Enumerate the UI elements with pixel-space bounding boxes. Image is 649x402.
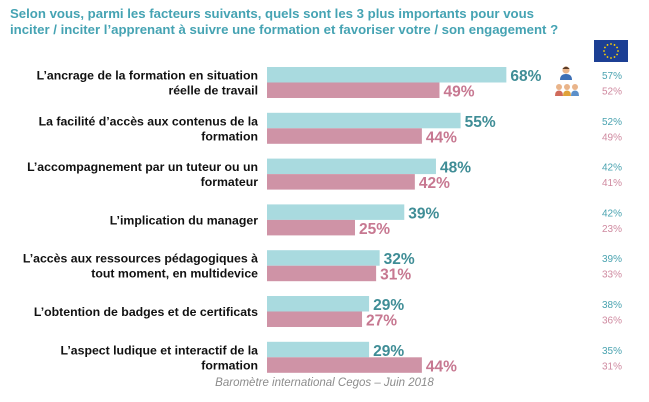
category-label: L’accompagnement par un tuteur ou un [27,160,258,174]
bar-top-series [267,67,507,83]
data-label: 32% [384,251,415,268]
europe-value: 33% [602,270,622,281]
europe-value: 35% [602,346,622,357]
eu-flag-star [610,57,612,59]
europe-value: 42% [602,208,622,219]
data-label: 39% [408,205,439,222]
data-label: 31% [380,267,411,284]
eu-flag-star [617,50,619,52]
group-icon [555,84,579,96]
eu-flag-star [610,43,612,45]
category-label: réelle de travail [168,84,258,98]
group-icon-body [571,90,579,96]
europe-value: 57% [602,71,622,82]
category-label: L’accès aux ressources pédagogiques à [23,252,258,266]
bar-top-series [267,112,461,129]
eu-flag-stars [603,43,619,59]
category-label: L’ancrage de la formation en situation [37,69,258,83]
eu-flag-star [613,56,616,58]
data-label: 49% [443,84,474,101]
eu-flag-star [604,46,606,49]
title-line-1: Selon vous, parmi les facteurs suivants,… [10,6,534,21]
eu-flag-background [594,40,628,62]
bar-bottom-series [267,174,415,190]
bar-bottom-series [267,357,422,373]
data-label: 29% [373,297,404,314]
data-label: 55% [465,114,496,131]
europe-value: 38% [602,300,622,311]
europe-value: 41% [602,178,622,189]
europe-value: 52% [602,87,622,98]
group-icon-body [555,90,563,96]
category-label: formation [201,358,258,372]
data-label: 44% [426,358,457,375]
eu-flag-star [616,46,618,49]
group-icon-head [564,84,570,90]
category-label: La facilité d’accès aux contenus de la [39,114,259,128]
data-label: 27% [366,313,397,330]
bar-bottom-series [267,265,377,282]
person-icon-body [560,74,572,80]
category-label: L’obtention de badges et de certificats [34,305,258,319]
europe-value: 52% [602,117,622,128]
category-label: formation [201,129,258,143]
person-icon [560,66,572,80]
title-line-2: inciter / inciter l’apprenant à suivre u… [10,22,559,37]
group-icon-head [556,84,562,90]
bar-top-series [267,341,370,358]
category-label: formateur [201,175,259,189]
europe-value: 23% [602,224,622,235]
group-icon-head [572,84,578,90]
data-label: 68% [510,68,541,85]
data-label: 44% [426,129,457,146]
person-icon-hair [562,66,570,69]
category-label: tout moment, en multidevice [91,267,258,281]
bar-top-series [267,158,436,175]
eu-flag-star [604,53,606,56]
data-label: 25% [359,221,390,238]
data-label: 48% [440,160,471,177]
eu-flag-star [616,53,618,56]
eu-flag-star [606,56,609,58]
bar-top-series [267,204,405,220]
eu-flag-star [613,44,616,46]
data-label: 42% [419,175,450,192]
chart-title: Selon vous, parmi les facteurs suivants,… [10,6,610,38]
bar-bottom-series [267,82,440,98]
bar-bottom-series [267,128,422,144]
eu-flag-icon [594,40,628,62]
group-icon-body [563,90,571,96]
category-label: L’implication du manager [110,213,258,227]
bar-bottom-series [267,311,363,327]
bar-top-series [267,250,380,266]
europe-value: 49% [602,132,622,143]
bar-bottom-series [267,219,355,236]
europe-value: 36% [602,316,622,327]
source-note: Baromètre international Cegos – Juin 201… [215,377,434,389]
eu-flag-star [606,44,609,46]
bar-top-series [267,296,370,312]
data-label: 29% [373,343,404,360]
eu-flag-star [603,50,605,52]
europe-value: 39% [602,254,622,265]
europe-value: 31% [602,361,622,372]
europe-value: 42% [602,163,622,174]
category-label: L’aspect ludique et interactif de la [61,343,259,357]
